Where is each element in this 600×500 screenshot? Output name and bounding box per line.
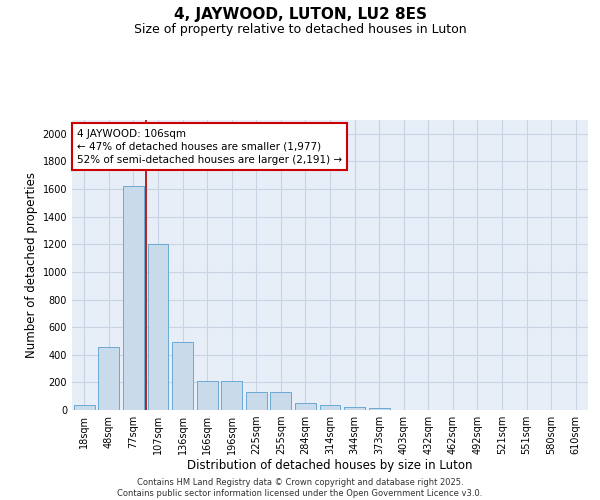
Bar bbox=[271, 392, 292, 410]
Bar bbox=[172, 342, 193, 410]
Bar bbox=[295, 403, 316, 410]
Text: Contains HM Land Registry data © Crown copyright and database right 2025.
Contai: Contains HM Land Registry data © Crown c… bbox=[118, 478, 482, 498]
Bar bbox=[246, 392, 267, 410]
Bar bbox=[74, 405, 95, 410]
Bar bbox=[148, 244, 169, 410]
Bar bbox=[320, 405, 340, 410]
Bar bbox=[98, 347, 119, 410]
Bar bbox=[123, 186, 144, 410]
Bar bbox=[197, 381, 218, 410]
Bar bbox=[344, 407, 365, 410]
Bar bbox=[221, 381, 242, 410]
Y-axis label: Number of detached properties: Number of detached properties bbox=[25, 172, 38, 358]
Text: 4 JAYWOOD: 106sqm
← 47% of detached houses are smaller (1,977)
52% of semi-detac: 4 JAYWOOD: 106sqm ← 47% of detached hous… bbox=[77, 128, 342, 165]
Text: 4, JAYWOOD, LUTON, LU2 8ES: 4, JAYWOOD, LUTON, LU2 8ES bbox=[173, 8, 427, 22]
X-axis label: Distribution of detached houses by size in Luton: Distribution of detached houses by size … bbox=[187, 458, 473, 471]
Bar bbox=[368, 408, 389, 410]
Text: Size of property relative to detached houses in Luton: Size of property relative to detached ho… bbox=[134, 22, 466, 36]
